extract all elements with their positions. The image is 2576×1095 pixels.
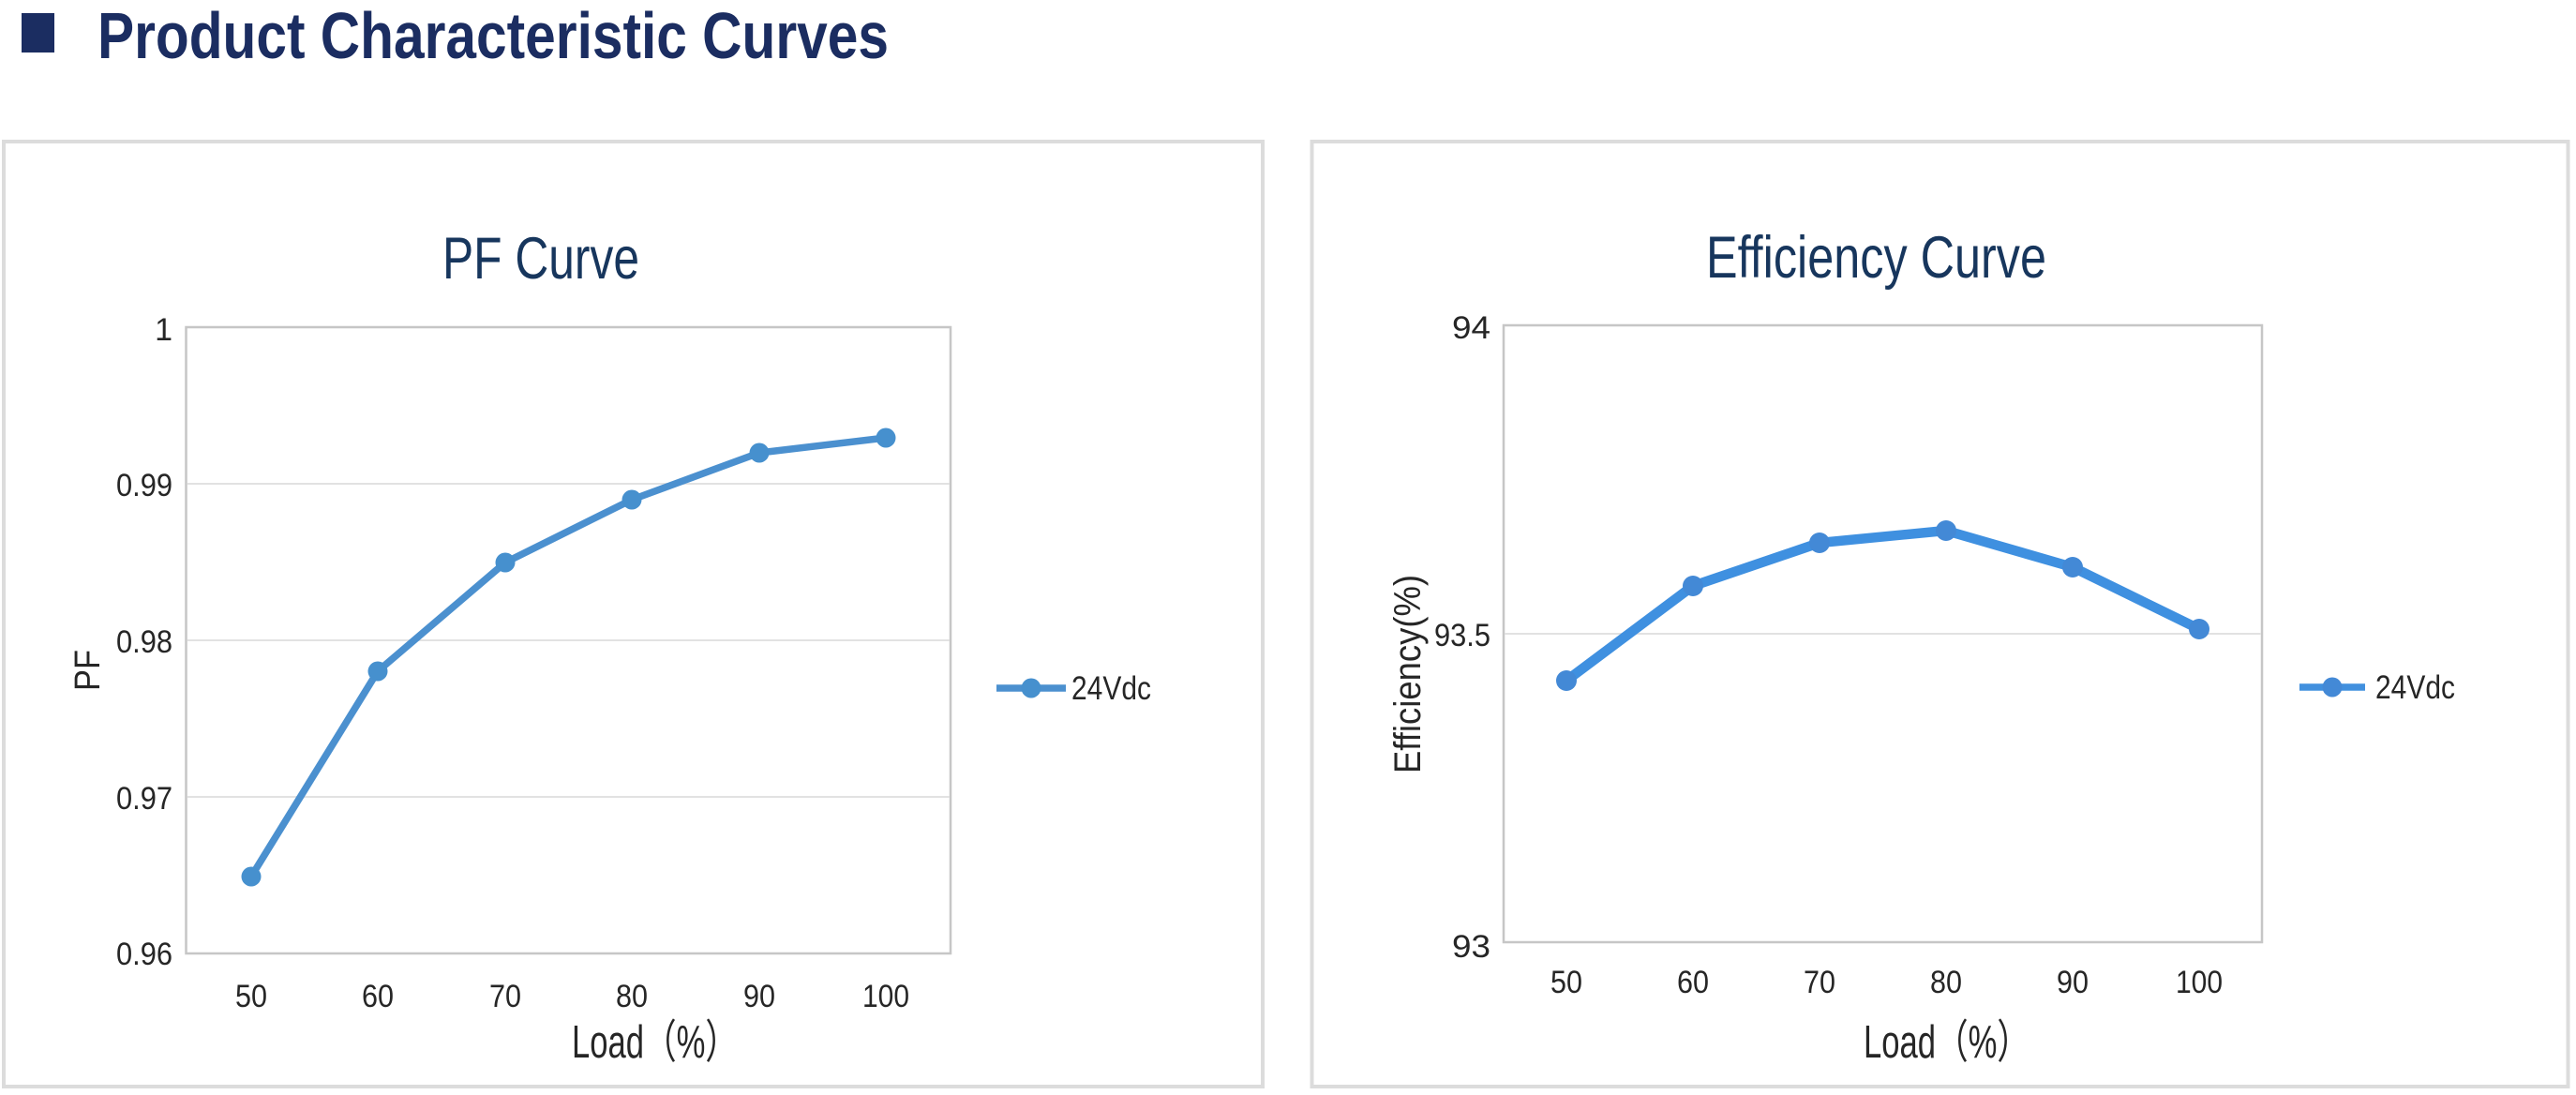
svg-text:60: 60 xyxy=(1677,965,1709,1000)
svg-text:1: 1 xyxy=(155,312,172,348)
svg-text:60: 60 xyxy=(362,979,394,1014)
svg-text:90: 90 xyxy=(743,979,775,1014)
svg-text:Efficiency(%): Efficiency(%) xyxy=(1387,575,1429,773)
svg-text:0.98: 0.98 xyxy=(116,624,172,660)
svg-text:24Vdc: 24Vdc xyxy=(1071,670,1151,707)
svg-text:50: 50 xyxy=(1550,965,1582,1000)
svg-text:70: 70 xyxy=(489,979,521,1014)
svg-text:50: 50 xyxy=(235,979,267,1014)
svg-text:Product Characteristic Curves: Product Characteristic Curves xyxy=(97,0,889,72)
svg-text:Load（%）: Load（%） xyxy=(1864,1017,2029,1068)
svg-text:24Vdc: 24Vdc xyxy=(2375,669,2455,706)
svg-text:70: 70 xyxy=(1804,965,1835,1000)
svg-text:80: 80 xyxy=(616,979,648,1014)
svg-text:Efficiency Curve: Efficiency Curve xyxy=(1706,225,2046,291)
svg-text:93.5: 93.5 xyxy=(1434,618,1490,653)
svg-text:PF: PF xyxy=(68,650,108,691)
svg-text:93: 93 xyxy=(1452,929,1490,965)
svg-text:90: 90 xyxy=(2057,965,2089,1000)
svg-text:0.99: 0.99 xyxy=(116,468,172,503)
svg-text:80: 80 xyxy=(1930,965,1962,1000)
svg-text:100: 100 xyxy=(2176,965,2223,1000)
svg-text:94: 94 xyxy=(1452,310,1490,346)
svg-text:0.96: 0.96 xyxy=(116,937,172,972)
svg-text:PF Curve: PF Curve xyxy=(442,226,639,292)
svg-text:Load（%）: Load（%） xyxy=(572,1017,738,1068)
svg-text:100: 100 xyxy=(862,979,909,1014)
svg-text:0.97: 0.97 xyxy=(116,781,172,817)
